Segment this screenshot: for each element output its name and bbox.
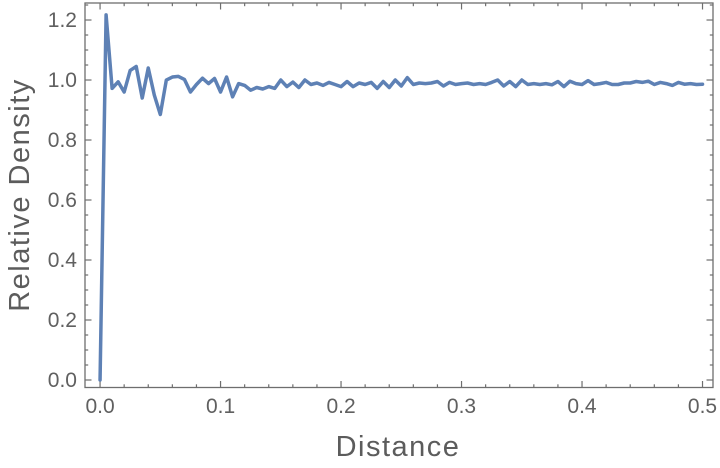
y-tick-label: 0.0 [48, 369, 77, 392]
y-tick-label: 0.8 [48, 129, 77, 152]
axis-tick-labels: 0.0 0.1 0.2 0.3 0.4 0.5 0.0 0.2 0.4 0.6 0.8 1.0 1.2 [48, 9, 717, 418]
y-tick-label: 0.2 [48, 309, 77, 332]
x-axis-label: Distance [336, 431, 461, 463]
x-tick-label: 0.4 [567, 395, 597, 418]
x-tick-label: 0.3 [447, 395, 476, 418]
plot-frame [84, 2, 714, 389]
x-tick-label: 0.2 [326, 395, 355, 418]
y-tick-label: 1.2 [48, 9, 77, 32]
x-tick-label: 0.5 [688, 395, 717, 418]
x-tick-label: 0.0 [85, 395, 114, 418]
y-tick-label: 0.4 [48, 249, 78, 272]
axis-ticks [85, 3, 713, 388]
y-tick-label: 0.6 [48, 189, 77, 212]
density-line-series [98, 13, 705, 382]
y-tick-label: 1.0 [48, 69, 77, 92]
y-axis-label: Relative Density [4, 78, 36, 312]
x-tick-label: 0.1 [206, 395, 235, 418]
